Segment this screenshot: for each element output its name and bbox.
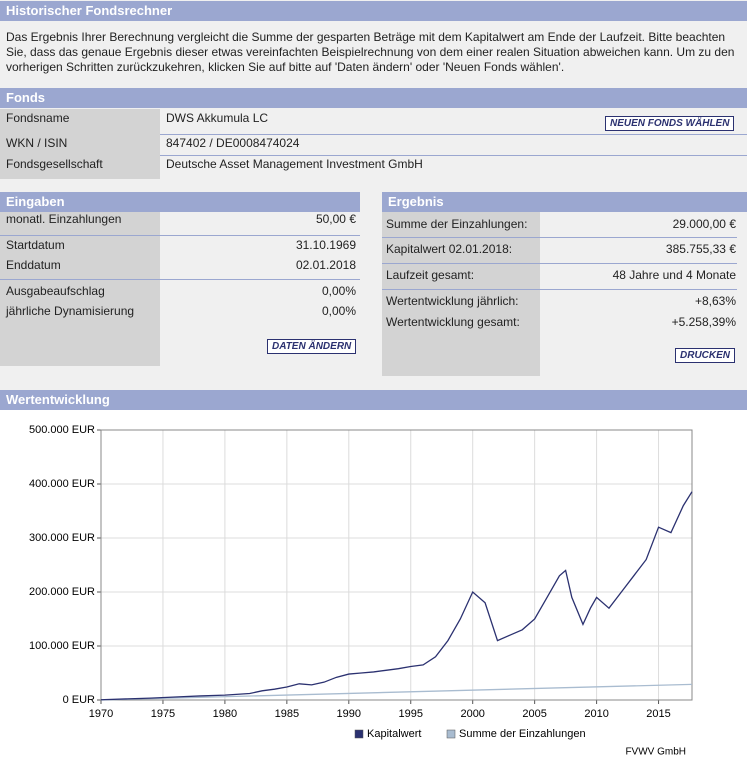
x-tick-label: 2010 — [584, 708, 608, 720]
label-column — [382, 212, 540, 376]
row-label: Ausgabeaufschlag — [6, 284, 105, 298]
x-tick-label: 1980 — [213, 708, 237, 720]
legend-label: Kapitalwert — [367, 728, 421, 740]
label-column — [0, 109, 160, 179]
row-label: monatl. Einzahlungen — [6, 212, 122, 226]
row-value: DWS Akkumula LC — [166, 111, 269, 125]
row-label: jährliche Dynamisierung — [6, 304, 135, 318]
section-title: Historischer Fondsrechner — [0, 1, 747, 21]
row-label: Fondsgesellschaft — [6, 157, 103, 171]
separator — [0, 235, 360, 236]
chart: 0 EUR 100.000 EUR 200.000 EUR 300.000 EUR 40… — [0, 410, 747, 760]
row-label: Laufzeit gesamt: — [386, 268, 475, 282]
series-line — [100, 491, 693, 701]
x-tick-label: 2005 — [522, 708, 546, 720]
row-value: +8,63% — [694, 294, 736, 308]
print-button[interactable]: DRUCKEN — [675, 348, 735, 363]
row-value: 385.755,33 € — [665, 242, 736, 256]
row-value: 50,00 € — [315, 212, 356, 226]
legend-label: Summe der Einzahlungen — [459, 728, 586, 740]
row-value: 0,00% — [321, 284, 356, 298]
row-label: Kapitalwert 02.01.2018: — [386, 242, 513, 256]
row-value: 48 Jahre und 4 Monate — [612, 268, 736, 282]
row-value: 29.000,00 € — [672, 217, 736, 231]
y-tick-label: 0 EUR — [63, 694, 95, 706]
row-value: 02.01.2018 — [295, 258, 356, 272]
row-label: WKN / ISIN — [6, 136, 68, 150]
separator — [382, 237, 737, 238]
x-tick-label: 1970 — [89, 708, 113, 720]
legend-swatch — [446, 729, 456, 739]
choose-fund-button[interactable]: NEUEN FONDS WÄHLEN — [605, 116, 735, 131]
intro-text: Das Ergebnis Ihrer Berechnung vergleicht… — [6, 30, 735, 74]
y-tick-label: 500.000 EUR — [29, 424, 95, 436]
row-value: 847402 / DE0008474024 — [166, 136, 300, 150]
separator — [160, 134, 747, 135]
legend-swatch — [354, 729, 364, 739]
separator — [382, 263, 737, 264]
edit-data-button[interactable]: DATEN ÄNDERN — [267, 339, 357, 354]
x-tick-label: 1985 — [275, 708, 299, 720]
row-value: Deutsche Asset Management Investment Gmb… — [166, 157, 423, 171]
y-tick-label: 200.000 EUR — [29, 586, 95, 598]
x-tick-label: 1995 — [399, 708, 423, 720]
row-label: Fondsname — [6, 111, 70, 125]
x-tick-label: 2000 — [460, 708, 484, 720]
row-label: Wertentwicklung gesamt: — [386, 315, 520, 329]
label-column — [0, 212, 160, 366]
separator — [0, 279, 360, 280]
row-value: +5.258,39% — [671, 315, 736, 329]
row-value: 31.10.1969 — [295, 238, 356, 252]
y-tick-label: 400.000 EUR — [29, 478, 95, 490]
separator — [160, 155, 747, 156]
separator — [382, 289, 737, 290]
y-tick-label: 300.000 EUR — [29, 532, 95, 544]
row-label: Startdatum — [6, 238, 65, 252]
x-tick-label: 1990 — [337, 708, 361, 720]
section-title: Ergebnis — [382, 192, 747, 212]
row-label: Enddatum — [6, 258, 61, 272]
x-tick-label: 2015 — [646, 708, 670, 720]
section-title: Fonds — [0, 88, 747, 108]
row-label: Wertentwicklung jährlich: — [386, 294, 519, 308]
source: FVWV GmbH — [625, 747, 686, 758]
section-title: Wertentwicklung — [0, 390, 747, 410]
row-value: 0,00% — [321, 304, 356, 318]
row-label: Summe der Einzahlungen: — [386, 217, 528, 231]
section-title: Eingaben — [0, 192, 360, 212]
series-line — [100, 683, 693, 701]
y-tick-label: 100.000 EUR — [29, 640, 95, 652]
x-tick-label: 1975 — [151, 708, 175, 720]
plot-frame — [100, 429, 693, 701]
